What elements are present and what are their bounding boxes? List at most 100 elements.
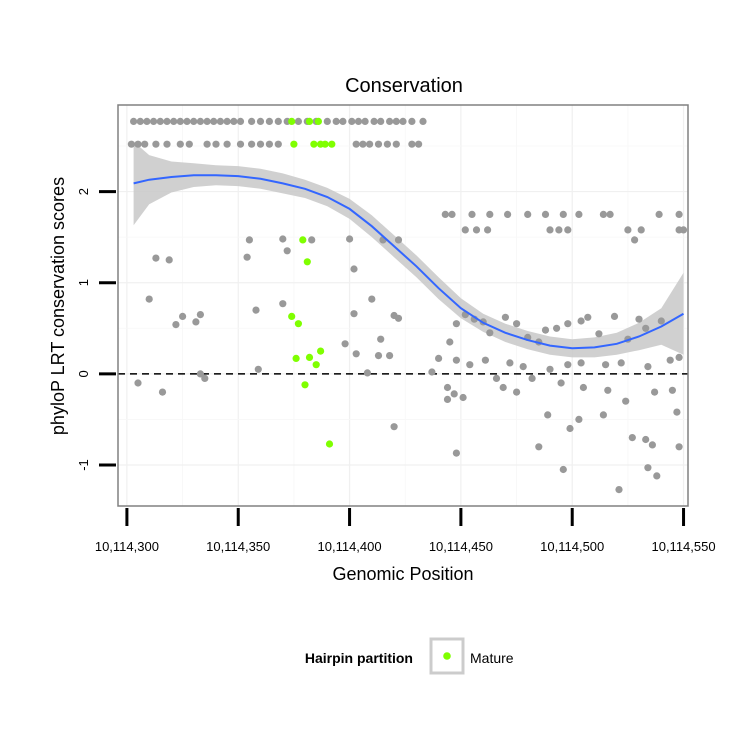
other-point [236, 140, 245, 148]
other-point [544, 411, 552, 419]
other-point [628, 434, 636, 442]
other-point [130, 117, 138, 125]
other-point [577, 317, 585, 325]
other-point [354, 117, 363, 125]
other-point [484, 226, 492, 234]
other-point [394, 314, 403, 322]
other-point [564, 320, 572, 328]
other-point [461, 226, 469, 234]
other-point [145, 295, 153, 303]
other-point [673, 408, 681, 416]
other-point [165, 256, 173, 264]
other-point [370, 117, 378, 125]
chart-title: Conservation [345, 75, 463, 97]
other-point [564, 361, 572, 369]
legend-key-mature [443, 652, 451, 660]
other-point [212, 140, 220, 148]
other-point [501, 313, 509, 321]
other-point [399, 117, 407, 125]
other-point [203, 117, 211, 125]
other-point [450, 390, 458, 398]
other-point [408, 117, 416, 125]
other-point [504, 210, 512, 218]
other-point [575, 415, 583, 423]
other-point [348, 117, 356, 125]
other-point [610, 312, 619, 320]
other-point [486, 210, 494, 218]
x-tick-label: 10,114,500 [540, 539, 604, 554]
other-point [546, 365, 554, 373]
other-point [602, 361, 610, 369]
other-point [599, 210, 608, 218]
other-point [170, 117, 178, 125]
other-point [196, 370, 204, 378]
other-point [541, 326, 550, 334]
other-point [192, 318, 200, 326]
other-point [366, 140, 374, 148]
other-point [394, 236, 403, 244]
other-point [468, 210, 476, 218]
y-tick-label: 2 [76, 188, 91, 195]
other-point [555, 226, 563, 234]
x-tick-label: 10,114,400 [318, 539, 382, 554]
other-point [179, 312, 187, 320]
other-point [176, 117, 184, 125]
other-point [134, 379, 142, 387]
other-point [196, 311, 204, 319]
other-point [541, 210, 550, 218]
other-point [559, 465, 567, 474]
mature-point [305, 353, 314, 361]
other-point [279, 235, 287, 243]
other-point [256, 117, 265, 125]
mature-point [305, 117, 314, 125]
other-point [294, 117, 302, 125]
other-point [519, 363, 527, 371]
other-point [350, 265, 358, 273]
other-point [452, 449, 460, 457]
other-point [374, 352, 383, 360]
mature-point [328, 140, 336, 148]
other-point [163, 117, 171, 125]
legend-key-box [429, 637, 465, 675]
other-point [390, 423, 398, 431]
other-point [352, 140, 360, 148]
other-point [655, 210, 663, 218]
other-point [624, 226, 632, 234]
other-point [535, 443, 543, 451]
mature-point [310, 140, 318, 148]
other-point [408, 140, 416, 148]
other-point [341, 340, 349, 348]
other-point [452, 320, 460, 328]
other-point [279, 300, 287, 308]
other-point [657, 317, 665, 325]
mature-point [301, 381, 309, 389]
mature-point [303, 258, 311, 266]
mature-point [288, 312, 296, 320]
other-point [617, 359, 625, 367]
other-point [248, 117, 256, 125]
other-point [283, 247, 291, 255]
other-point [196, 117, 204, 125]
other-point [245, 236, 253, 244]
other-point [622, 397, 630, 405]
other-point [150, 117, 158, 125]
other-point [377, 117, 385, 125]
other-point [256, 140, 265, 148]
other-point [386, 352, 394, 360]
other-point [352, 350, 360, 358]
other-point [136, 117, 144, 125]
other-point [575, 210, 583, 218]
other-point [308, 236, 316, 244]
other-point [248, 140, 256, 148]
other-point [383, 140, 391, 148]
other-point [679, 226, 688, 234]
other-point [158, 388, 167, 396]
other-point [642, 435, 650, 444]
other-point [481, 356, 489, 364]
other-point [675, 443, 683, 451]
other-point [472, 226, 481, 234]
y-axis-label: phyloP LRT conservation scores [48, 177, 68, 435]
other-point [419, 117, 427, 125]
smooth-curve-layer [133, 174, 684, 350]
other-point [152, 254, 160, 262]
